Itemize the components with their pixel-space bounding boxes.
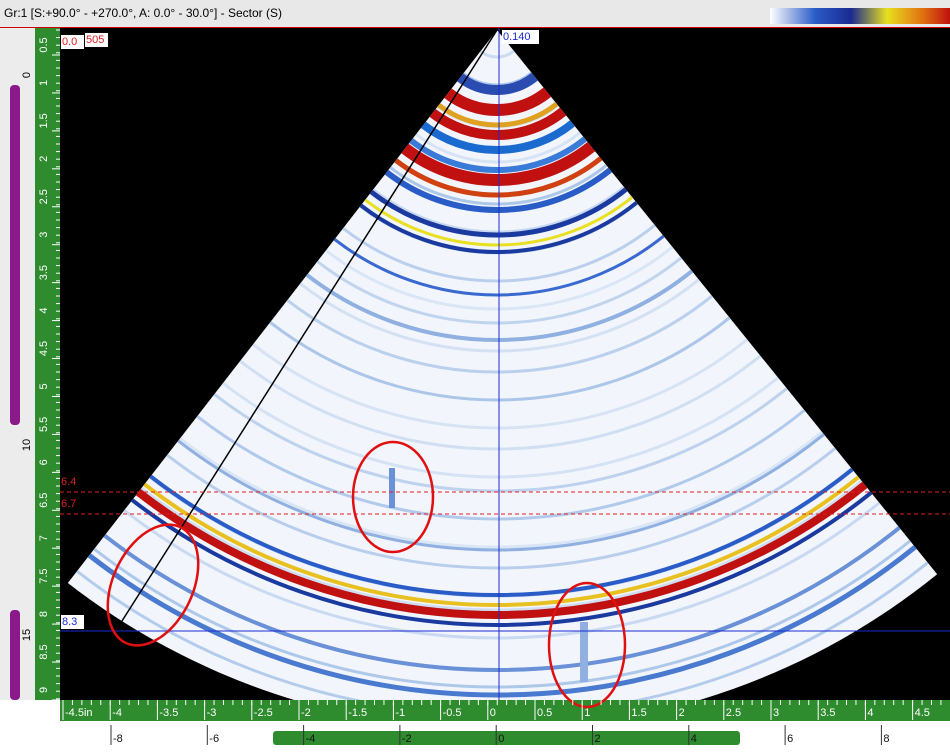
indication [389,468,395,508]
index-ruler [60,700,950,721]
index-label: 1.5 [631,707,646,719]
readout: 6.4 [61,476,76,488]
page: Gr:1 [S:+90.0° - +270.0°, A: 0.0° - 30.0… [0,0,950,749]
index-mm-label: 8 [883,733,889,745]
index-mm-label: 2 [595,733,601,745]
index-label: 4.5 [915,707,930,719]
readout: 0.140 [503,31,531,43]
index-label: -0.5 [443,707,462,719]
depth-label: 3.5 [38,265,50,280]
depth-label: 8 [38,611,50,617]
index-label: -3 [207,707,217,719]
index-label: 2.5 [726,707,741,719]
index-label: 3 [773,707,779,719]
index-label: -1.5 [348,707,367,719]
depth-label: 9 [38,687,50,693]
index-label: 0 [490,707,496,719]
index-mm-label: 4 [691,733,697,745]
depth-label: 0.5 [38,37,50,52]
depth-major-label: 10 [21,439,33,451]
index-mm-label: -2 [402,733,412,745]
index-mm-label: 6 [787,733,793,745]
readout: 505 [86,34,104,46]
index-label: 1 [584,707,590,719]
index-mm-label: 0 [498,733,504,745]
depth-label: 6.5 [38,493,50,508]
index-label: -2.5 [254,707,273,719]
depth-label: 5.5 [38,417,50,432]
index-label: -4.5in [65,707,93,719]
depth-label: 8.5 [38,644,50,659]
color-palette [770,8,950,24]
index-label: -2 [301,707,311,719]
index-label: 0.5 [537,707,552,719]
depth-label: 4.5 [38,341,50,356]
index-label: 3.5 [820,707,835,719]
depth-label: 2.5 [38,189,50,204]
range-bar [10,610,20,700]
depth-major-label: 0 [21,72,33,78]
depth-label: 4 [38,308,50,314]
depth-label: 2 [38,156,50,162]
title: Gr:1 [S:+90.0° - +270.0°, A: 0.0° - 30.0… [4,6,282,20]
index-range-bar [273,731,740,745]
readout: 0.0 [62,36,77,48]
depth-label: 6 [38,459,50,465]
index-label: -4 [112,707,122,719]
index-mm-label: -6 [209,733,219,745]
depth-label: 5 [38,383,50,389]
sector-view: Gr:1 [S:+90.0° - +270.0°, A: 0.0° - 30.0… [0,0,950,749]
depth-major-label: 15 [21,629,33,641]
depth-label: 7.5 [38,569,50,584]
depth-label: 7 [38,535,50,541]
readout: 6.7 [61,498,76,510]
readout: 8.3 [62,616,77,628]
depth-label: 1.5 [38,113,50,128]
depth-label: 1 [38,80,50,86]
index-label: 4 [867,707,873,719]
depth-label: 3 [38,232,50,238]
index-label: -1 [395,707,405,719]
range-bar [10,85,20,425]
index-label: -3.5 [159,707,178,719]
index-mm-label: -8 [113,733,123,745]
index-label: 2 [679,707,685,719]
index-mm-label: -4 [306,733,316,745]
